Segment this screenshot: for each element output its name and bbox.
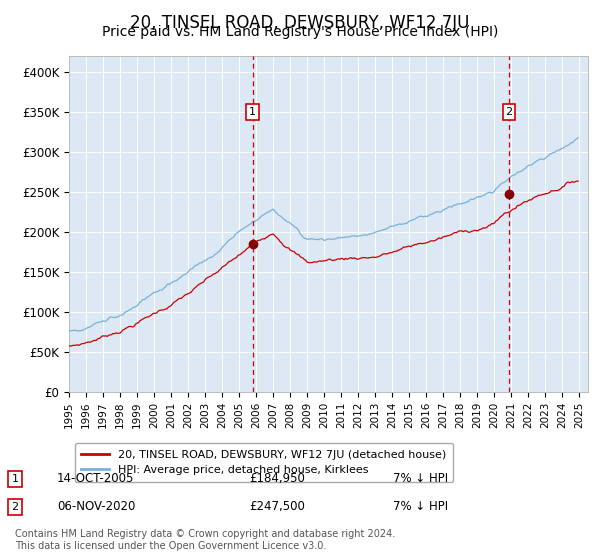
Text: 7% ↓ HPI: 7% ↓ HPI bbox=[393, 500, 448, 514]
Legend: 20, TINSEL ROAD, DEWSBURY, WF12 7JU (detached house), HPI: Average price, detach: 20, TINSEL ROAD, DEWSBURY, WF12 7JU (det… bbox=[74, 443, 453, 482]
Text: Price paid vs. HM Land Registry's House Price Index (HPI): Price paid vs. HM Land Registry's House … bbox=[102, 25, 498, 39]
Text: 20, TINSEL ROAD, DEWSBURY, WF12 7JU: 20, TINSEL ROAD, DEWSBURY, WF12 7JU bbox=[130, 14, 470, 32]
Text: 14-OCT-2005: 14-OCT-2005 bbox=[57, 472, 134, 486]
Text: 2: 2 bbox=[505, 107, 512, 117]
Text: 7% ↓ HPI: 7% ↓ HPI bbox=[393, 472, 448, 486]
Text: Contains HM Land Registry data © Crown copyright and database right 2024.
This d: Contains HM Land Registry data © Crown c… bbox=[15, 529, 395, 551]
Text: £184,950: £184,950 bbox=[249, 472, 305, 486]
Text: £247,500: £247,500 bbox=[249, 500, 305, 514]
Text: 06-NOV-2020: 06-NOV-2020 bbox=[57, 500, 136, 514]
Text: 1: 1 bbox=[11, 474, 19, 484]
Text: 2: 2 bbox=[11, 502, 19, 512]
Text: 1: 1 bbox=[249, 107, 256, 117]
